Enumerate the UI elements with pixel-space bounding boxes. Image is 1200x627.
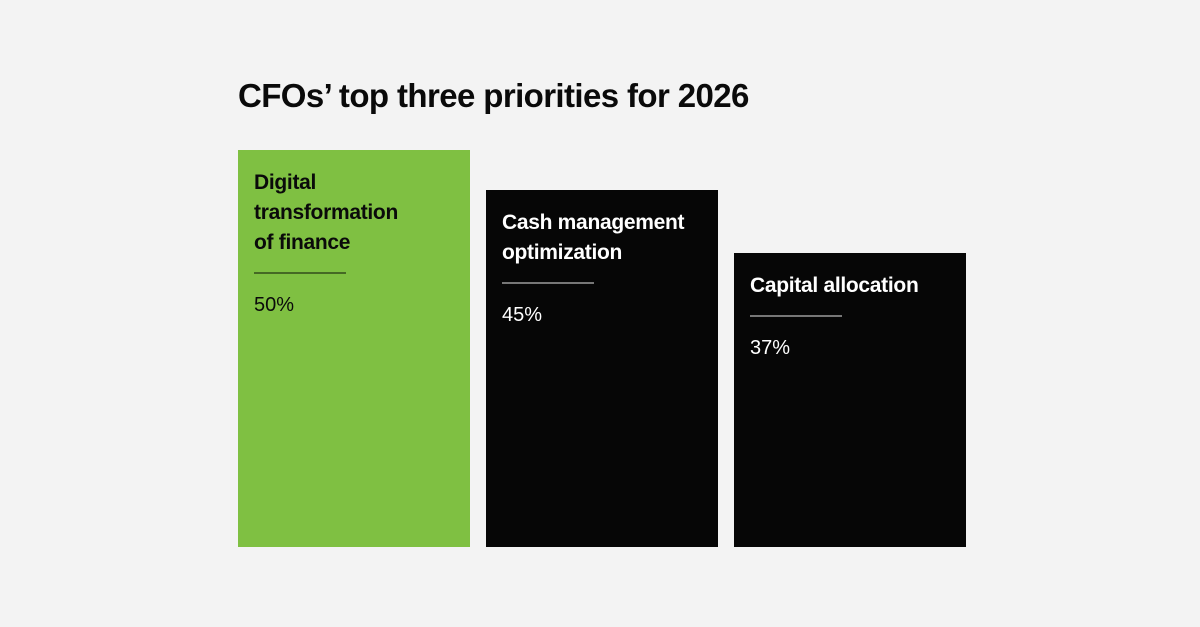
bar-label: Digital transformation of finance bbox=[254, 171, 398, 254]
bar-cash-management: Cash management optimization 45% bbox=[486, 189, 718, 547]
bar-value-label: 37% bbox=[750, 337, 791, 360]
chart-title: CFOs’ top three priorities for 2026 bbox=[238, 77, 749, 114]
bar-capital-allocation: Capital allocation 37% bbox=[734, 253, 966, 547]
bar-value-label: 45% bbox=[502, 303, 543, 326]
bar-divider bbox=[750, 315, 842, 318]
bar-label: Cash management optimization bbox=[502, 210, 685, 264]
bar-label: Capital allocation bbox=[750, 274, 919, 298]
bar-digital-transformation: Digital transformation of finance 50% bbox=[238, 150, 470, 547]
bar-divider bbox=[254, 272, 346, 274]
bar-divider bbox=[502, 281, 594, 284]
bar-value-label: 50% bbox=[254, 294, 295, 316]
